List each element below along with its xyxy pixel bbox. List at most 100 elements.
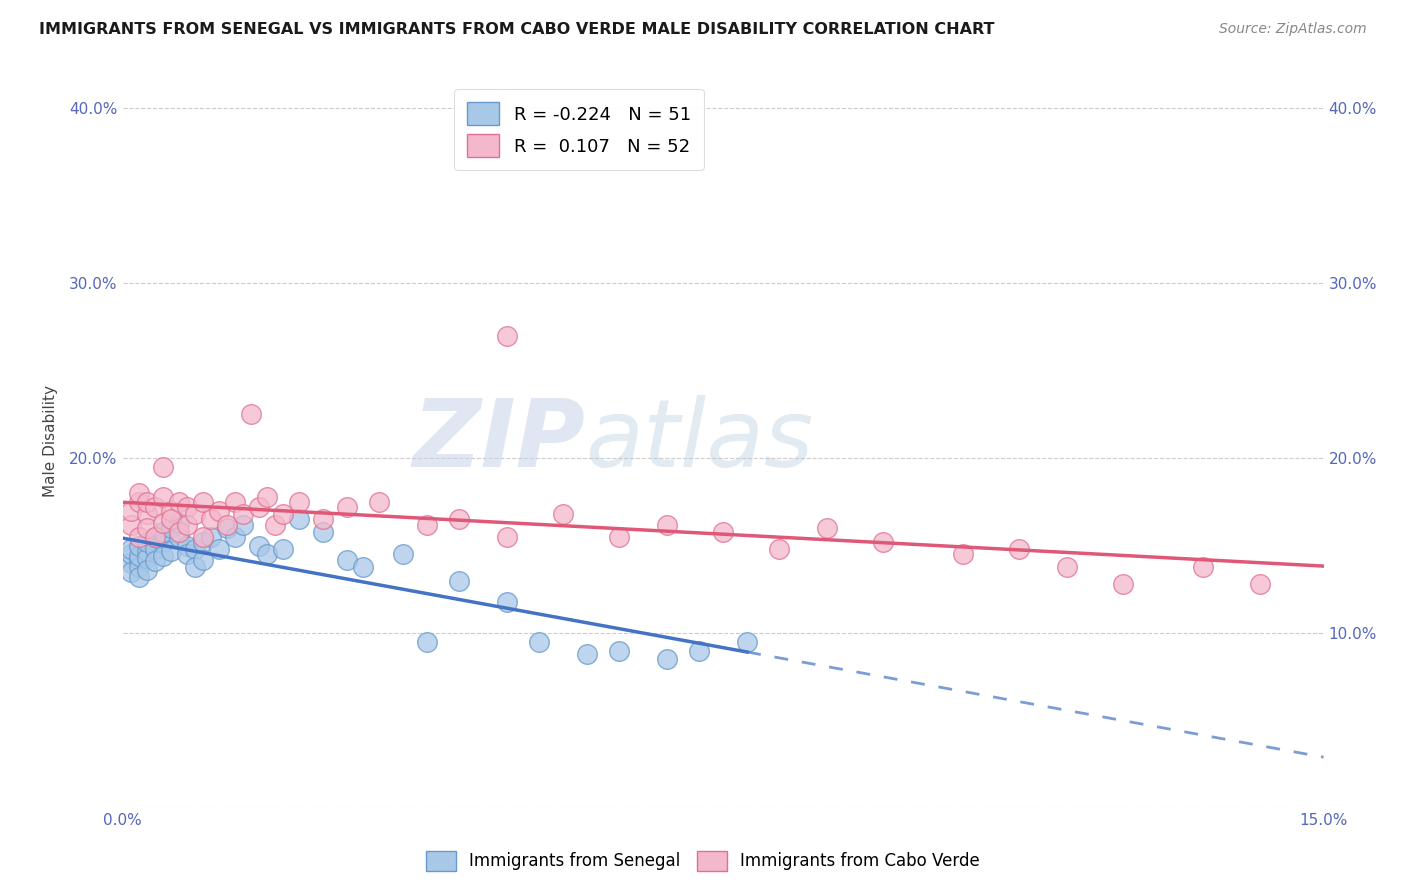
Point [159, 503, 181, 517]
Point [167, 530, 190, 544]
Point [263, 517, 285, 532]
Point [143, 542, 166, 557]
Point [247, 539, 270, 553]
Point [183, 507, 205, 521]
Point [312, 512, 335, 526]
Point [287, 512, 309, 526]
Point [176, 517, 198, 532]
Point [416, 517, 439, 532]
Point [496, 328, 519, 343]
Point [120, 503, 142, 517]
Point [768, 542, 790, 557]
Point [392, 547, 415, 561]
Point [527, 635, 550, 649]
Point [135, 521, 157, 535]
Point [336, 552, 359, 566]
Point [336, 500, 359, 514]
Point [416, 635, 439, 649]
Point [711, 524, 734, 539]
Point [135, 507, 157, 521]
Point [135, 543, 157, 558]
Point [183, 559, 205, 574]
Point [128, 552, 150, 566]
Point [143, 554, 166, 568]
Text: ZIP: ZIP [412, 394, 585, 486]
Point [128, 539, 150, 553]
Point [191, 552, 214, 566]
Point [143, 500, 166, 514]
Point [551, 507, 574, 521]
Point [176, 539, 198, 553]
Point [655, 517, 678, 532]
Point [167, 516, 190, 530]
Point [447, 512, 470, 526]
Point [159, 521, 181, 535]
Point [167, 495, 190, 509]
Point [152, 549, 174, 563]
Point [1249, 577, 1271, 591]
Point [1192, 559, 1215, 574]
Point [688, 643, 710, 657]
Point [215, 521, 238, 535]
Point [143, 530, 166, 544]
Point [128, 559, 150, 574]
Point [215, 517, 238, 532]
Point [176, 500, 198, 514]
Point [271, 542, 294, 557]
Point [135, 495, 157, 509]
Point [200, 512, 222, 526]
Point [496, 530, 519, 544]
Point [208, 542, 231, 557]
Point [200, 530, 222, 544]
Legend: Immigrants from Senegal, Immigrants from Cabo Verde: Immigrants from Senegal, Immigrants from… [418, 842, 988, 880]
Point [287, 495, 309, 509]
Point [152, 516, 174, 530]
Text: IMMIGRANTS FROM SENEGAL VS IMMIGRANTS FROM CABO VERDE MALE DISABILITY CORRELATIO: IMMIGRANTS FROM SENEGAL VS IMMIGRANTS FR… [39, 22, 995, 37]
Point [256, 490, 278, 504]
Point [1112, 577, 1135, 591]
Point [224, 495, 246, 509]
Point [120, 547, 142, 561]
Text: Source: ZipAtlas.com: Source: ZipAtlas.com [1219, 22, 1367, 37]
Point [135, 563, 157, 577]
Point [128, 549, 150, 563]
Point [120, 556, 142, 570]
Point [135, 535, 157, 549]
Point [128, 530, 150, 544]
Point [224, 530, 246, 544]
Point [447, 574, 470, 588]
Point [152, 524, 174, 539]
Point [607, 530, 630, 544]
Text: atlas: atlas [585, 395, 813, 486]
Point [607, 643, 630, 657]
Point [120, 517, 142, 532]
Point [1008, 542, 1031, 557]
Point [120, 565, 142, 579]
Point [232, 507, 254, 521]
Point [655, 652, 678, 666]
Point [271, 507, 294, 521]
Legend: R = -0.224   N = 51, R =  0.107   N = 52: R = -0.224 N = 51, R = 0.107 N = 52 [454, 89, 703, 170]
Point [120, 542, 142, 557]
Point [128, 570, 150, 584]
Point [191, 535, 214, 549]
Point [152, 459, 174, 474]
Point [815, 521, 838, 535]
Point [1056, 559, 1078, 574]
Point [575, 647, 598, 661]
Point [176, 547, 198, 561]
Point [167, 524, 190, 539]
Point [128, 495, 150, 509]
Point [143, 530, 166, 544]
Point [191, 530, 214, 544]
Point [128, 486, 150, 500]
Point [152, 535, 174, 549]
Point [159, 512, 181, 526]
Point [183, 542, 205, 557]
Point [232, 517, 254, 532]
Point [191, 495, 214, 509]
Point [352, 559, 374, 574]
Point [239, 407, 262, 421]
Point [496, 594, 519, 608]
Point [256, 547, 278, 561]
